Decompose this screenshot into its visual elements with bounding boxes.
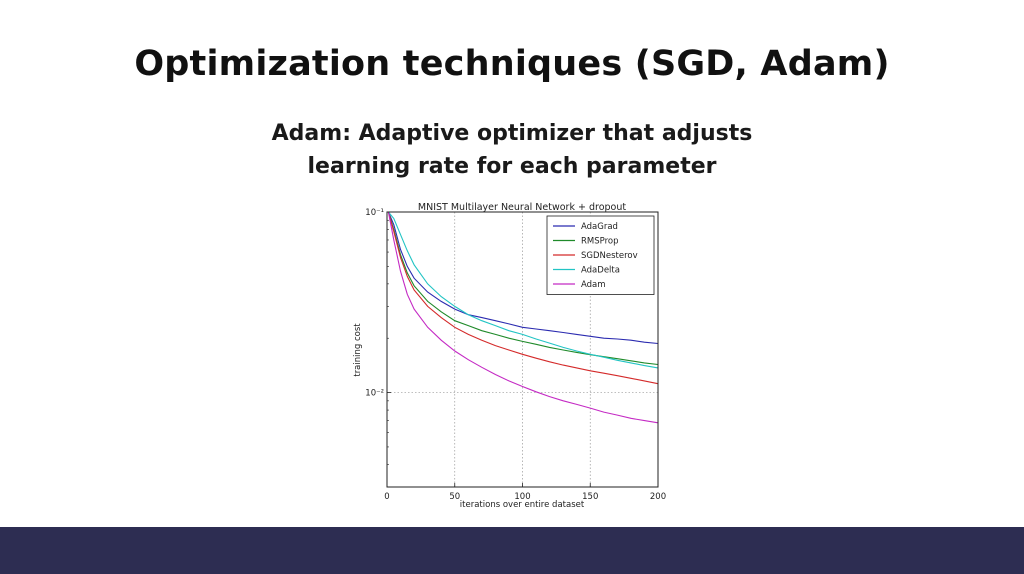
optimizer-chart: MNIST Multilayer Neural Network + dropou… <box>353 202 666 510</box>
chart-title: MNIST Multilayer Neural Network + dropou… <box>418 202 626 213</box>
subtitle-line-1: Adam: Adaptive optimizer that adjusts <box>271 121 753 146</box>
legend-label: SGDNesterov <box>581 251 638 261</box>
x-axis-label: iterations over entire dataset <box>460 500 585 510</box>
slide-subtitle: Adam: Adaptive optimizer that adjusts le… <box>212 117 812 183</box>
series-line-adadelta <box>387 211 659 369</box>
series-line-adagrad <box>387 211 659 345</box>
legend: AdaGrad RMSProp SGDNesterov AdaDelta Adam <box>546 215 655 295</box>
series-line-sgdnesterov <box>387 211 659 385</box>
y-tick-label: 10⁻² <box>365 389 384 399</box>
tick-layer: 0 50 100 150 200 10⁻¹ 10⁻² <box>365 208 666 502</box>
legend-label: AdaGrad <box>581 222 618 232</box>
chart-container: MNIST Multilayer Neural Network + dropou… <box>340 195 684 513</box>
y-tick-label: 10⁻¹ <box>365 208 384 218</box>
series-layer <box>387 211 659 424</box>
legend-label: RMSProp <box>581 237 619 247</box>
legend-label: Adam <box>581 280 606 290</box>
x-tick-label: 100 <box>514 492 530 502</box>
x-tick-label: 150 <box>582 492 598 502</box>
x-tick-label: 0 <box>384 492 389 502</box>
series-line-adam <box>387 211 659 424</box>
y-axis-label: training cost <box>353 323 363 377</box>
footer-bar <box>0 527 1024 574</box>
series-line-rmsprop <box>387 211 659 366</box>
legend-label: AdaDelta <box>581 266 620 276</box>
slide-title: Optimization techniques (SGD, Adam) <box>134 44 890 84</box>
x-tick-label: 50 <box>449 492 460 502</box>
x-tick-label: 200 <box>650 492 666 502</box>
subtitle-line-2: learning rate for each parameter <box>307 154 717 179</box>
